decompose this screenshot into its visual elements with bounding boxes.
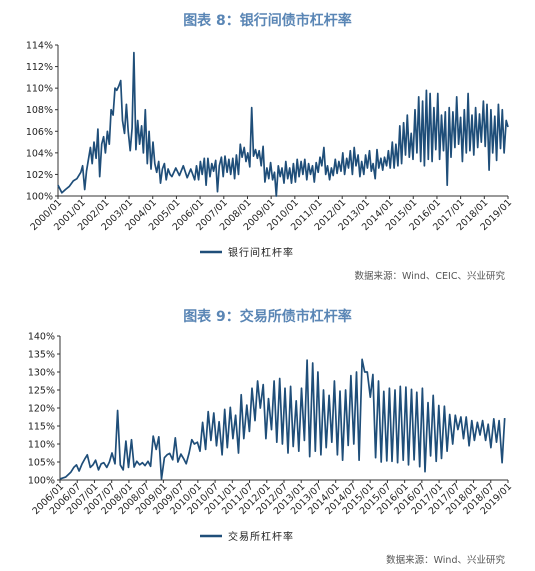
y-tick-label: 100% — [28, 476, 55, 487]
chart-exchange-leverage: 100%105%110%115%120%125%130%135%140%2006… — [28, 332, 514, 544]
series-line — [59, 358, 506, 480]
y-tick-label: 120% — [28, 404, 55, 415]
y-tick-label: 112% — [26, 62, 53, 73]
chart-title: 图表 9：交易所债市杠杆率 — [183, 309, 352, 325]
legend-label: 交易所杠杆率 — [228, 530, 294, 543]
y-tick-label: 114% — [26, 41, 53, 52]
chart-title: 图表 8：银行间债市杠杆率 — [183, 13, 352, 29]
chart-panel-exchange: 图表 9：交易所债市杠杆率 100% 105% 110% 115% 120% 125% 13… — [0, 296, 535, 571]
chart-panel-interbank: 图表 8：银行间债市杠杆率 100% 102% 104% 106% 108% 110% 11… — [0, 0, 535, 285]
y-tick-label: 125% — [28, 386, 55, 397]
chart-source: 数据来源：Wind、CEIC、兴业研究 — [354, 271, 505, 282]
y-tick-label: 100% — [26, 192, 53, 203]
y-tick-label: 110% — [26, 84, 53, 95]
chart-interbank-leverage: 100%102%104%106%108%110%112%114%2000/012… — [26, 41, 514, 260]
y-tick-label: 130% — [28, 368, 55, 379]
y-tick-label: 135% — [28, 350, 55, 361]
y-tick-label: 108% — [26, 105, 53, 116]
y-tick-label: 110% — [28, 440, 55, 451]
y-tick-label: 140% — [28, 332, 55, 343]
y-tick-label: 102% — [26, 170, 53, 181]
y-tick-label: 115% — [28, 422, 55, 433]
y-tick-label: 106% — [26, 127, 53, 138]
y-tick-label: 105% — [28, 458, 55, 469]
legend-label: 银行间杠杆率 — [228, 246, 294, 259]
chart-source: 数据来源：Wind、兴业研究 — [386, 555, 505, 566]
series-line — [57, 51, 509, 197]
y-tick-label: 104% — [26, 148, 53, 159]
